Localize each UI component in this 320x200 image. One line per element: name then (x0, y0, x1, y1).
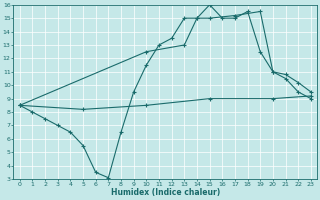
X-axis label: Humidex (Indice chaleur): Humidex (Indice chaleur) (111, 188, 220, 197)
